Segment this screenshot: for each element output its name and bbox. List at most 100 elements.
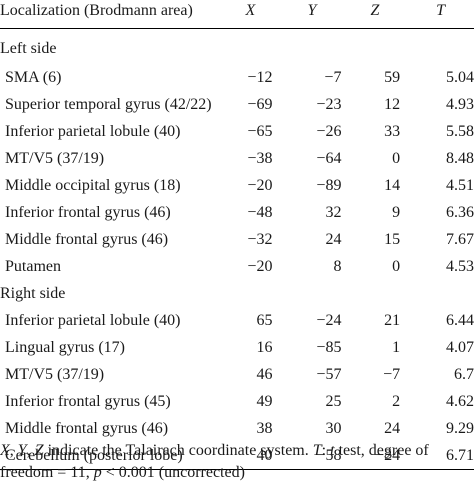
header-x: X bbox=[245, 2, 256, 19]
left-side-section-row: Left side bbox=[0, 29, 474, 65]
x-cell: −48 bbox=[247, 204, 273, 221]
region-cell: Inferior frontal gyrus (46) bbox=[5, 204, 171, 221]
t-cell: 5.04 bbox=[446, 69, 474, 86]
x-cell: 38 bbox=[256, 420, 273, 437]
region-cell: SMA (6) bbox=[5, 69, 62, 86]
table-row: Putamen −20 8 0 4.53 bbox=[0, 253, 474, 280]
region-cell: Middle occipital gyrus (18) bbox=[5, 177, 181, 194]
region-cell: MT/V5 (37/19) bbox=[5, 366, 105, 383]
footnote-t: T bbox=[312, 442, 322, 459]
table-row: Cerebellum (posterior lobe) 40 −58 −24 6.71 bbox=[0, 442, 474, 470]
y-cell: −26 bbox=[316, 123, 342, 140]
z-cell: 24 bbox=[384, 420, 401, 437]
header-row: Localization (Brodmann area) X Y Z T bbox=[0, 0, 474, 29]
y-cell: −57 bbox=[316, 366, 342, 383]
t-cell: 4.51 bbox=[446, 177, 474, 194]
table-row: SMA (6) −12 −7 59 5.04 bbox=[0, 64, 474, 91]
footnote-text3: test, degree of freedom = 11, bbox=[0, 442, 429, 481]
footnote-p: p bbox=[93, 464, 102, 481]
footnote-t2: t bbox=[330, 442, 335, 459]
x-cell: −69 bbox=[247, 96, 273, 113]
header-y: Y bbox=[307, 2, 317, 19]
table-row: Lingual gyrus (17) 16 −85 1 4.07 bbox=[0, 334, 474, 361]
header-z: Z bbox=[370, 2, 380, 19]
coordinates-table: Localization (Brodmann area) X Y Z T Lef… bbox=[0, 0, 474, 470]
z-cell: −7 bbox=[383, 366, 401, 383]
right-side-section-row: Right side bbox=[0, 280, 474, 307]
y-cell: −7 bbox=[324, 69, 342, 86]
t-cell: 6.44 bbox=[446, 312, 474, 329]
region-cell: Cerebellum (posterior lobe) bbox=[0, 442, 232, 470]
region-cell: Middle frontal gyrus (46) bbox=[5, 420, 169, 437]
table-row: MT/V5 (37/19) 46 −57 −7 6.7 bbox=[0, 361, 474, 388]
region-cell: Lingual gyrus (17) bbox=[5, 339, 125, 356]
y-cell: −58 bbox=[272, 442, 342, 470]
y-cell: 25 bbox=[325, 393, 342, 410]
footnote-z: Z bbox=[34, 442, 44, 459]
x-cell: 49 bbox=[256, 393, 273, 410]
x-cell: −65 bbox=[247, 123, 273, 140]
table-row: MT/V5 (37/19) −38 −64 0 8.48 bbox=[0, 145, 474, 172]
t-cell: 4.93 bbox=[446, 96, 474, 113]
z-cell: 0 bbox=[392, 258, 401, 275]
y-cell: −24 bbox=[316, 312, 342, 329]
footnote-text2: : bbox=[321, 442, 331, 459]
z-cell: 15 bbox=[384, 231, 401, 248]
t-cell: 6.36 bbox=[446, 204, 474, 221]
footnote-sep1: , bbox=[9, 442, 18, 459]
x-cell: 65 bbox=[256, 312, 273, 329]
region-cell: Inferior parietal lobule (40) bbox=[5, 123, 181, 140]
t-cell: 8.48 bbox=[446, 150, 474, 167]
table-footnote: X, Y, Z indicate the Talairach coordinat… bbox=[0, 440, 474, 484]
table-row: Inferior frontal gyrus (45) 49 25 2 4.62 bbox=[0, 388, 474, 415]
z-cell: 21 bbox=[384, 312, 401, 329]
x-cell: −20 bbox=[247, 258, 273, 275]
x-cell: −12 bbox=[247, 69, 273, 86]
header-t: T bbox=[436, 2, 446, 19]
t-cell: 4.62 bbox=[446, 393, 474, 410]
z-cell: 33 bbox=[384, 123, 401, 140]
header-localization: Localization (Brodmann area) bbox=[0, 2, 193, 19]
z-cell: 2 bbox=[392, 393, 401, 410]
x-cell: −20 bbox=[247, 177, 273, 194]
y-cell: −23 bbox=[316, 96, 342, 113]
table-row: Middle frontal gyrus (46) 38 30 24 9.29 bbox=[0, 415, 474, 442]
table-row: Middle frontal gyrus (46) −32 24 15 7.67 bbox=[0, 226, 474, 253]
table-row: Inferior parietal lobule (40) 65 −24 21 6.44 bbox=[0, 307, 474, 334]
t-cell: 4.07 bbox=[446, 339, 474, 356]
z-cell: 1 bbox=[392, 339, 401, 356]
y-cell: 32 bbox=[325, 204, 342, 221]
z-cell: 9 bbox=[392, 204, 401, 221]
t-cell: 9.29 bbox=[446, 420, 474, 437]
x-cell: −38 bbox=[247, 150, 273, 167]
right-side-section-label: Right side bbox=[0, 285, 66, 302]
region-cell: MT/V5 (37/19) bbox=[5, 150, 105, 167]
x-cell: 46 bbox=[256, 366, 273, 383]
table-body: Left side SMA (6) −12 −7 59 5.04 Superior temp… bbox=[0, 29, 474, 470]
x-cell: 16 bbox=[256, 339, 273, 356]
t-cell: 6.7 bbox=[454, 366, 474, 383]
y-cell: −89 bbox=[316, 177, 342, 194]
region-cell: Inferior parietal lobule (40) bbox=[5, 312, 181, 329]
region-cell: Inferior frontal gyrus (45) bbox=[5, 393, 171, 410]
table-row: Inferior parietal lobule (40) −65 −26 33 5.5… bbox=[0, 118, 474, 145]
region-cell: Superior temporal gyrus (42/22) bbox=[5, 96, 212, 113]
t-cell: 4.53 bbox=[446, 258, 474, 275]
table-row: Inferior frontal gyrus (46) −48 32 9 6.36 bbox=[0, 199, 474, 226]
region-cell: Middle frontal gyrus (46) bbox=[5, 231, 169, 248]
y-cell: 30 bbox=[325, 420, 342, 437]
footnote-sep2: , bbox=[26, 442, 35, 459]
table-row: Middle occipital gyrus (18) −20 −89 14 4.51 bbox=[0, 172, 474, 199]
table-row: Superior temporal gyrus (42/22) −69 −23 12 4… bbox=[0, 91, 474, 118]
region-cell: Putamen bbox=[5, 258, 61, 275]
footnote-x: X bbox=[0, 442, 10, 459]
footnote-text1: indicate the Talairach coordinate system… bbox=[43, 442, 313, 459]
z-cell: 14 bbox=[384, 177, 401, 194]
footnote-y: Y bbox=[17, 442, 27, 459]
z-cell: 12 bbox=[384, 96, 401, 113]
y-cell: 8 bbox=[333, 258, 342, 275]
t-cell: 7.67 bbox=[446, 231, 474, 248]
left-side-section-label: Left side bbox=[0, 40, 57, 57]
y-cell: −85 bbox=[316, 339, 342, 356]
